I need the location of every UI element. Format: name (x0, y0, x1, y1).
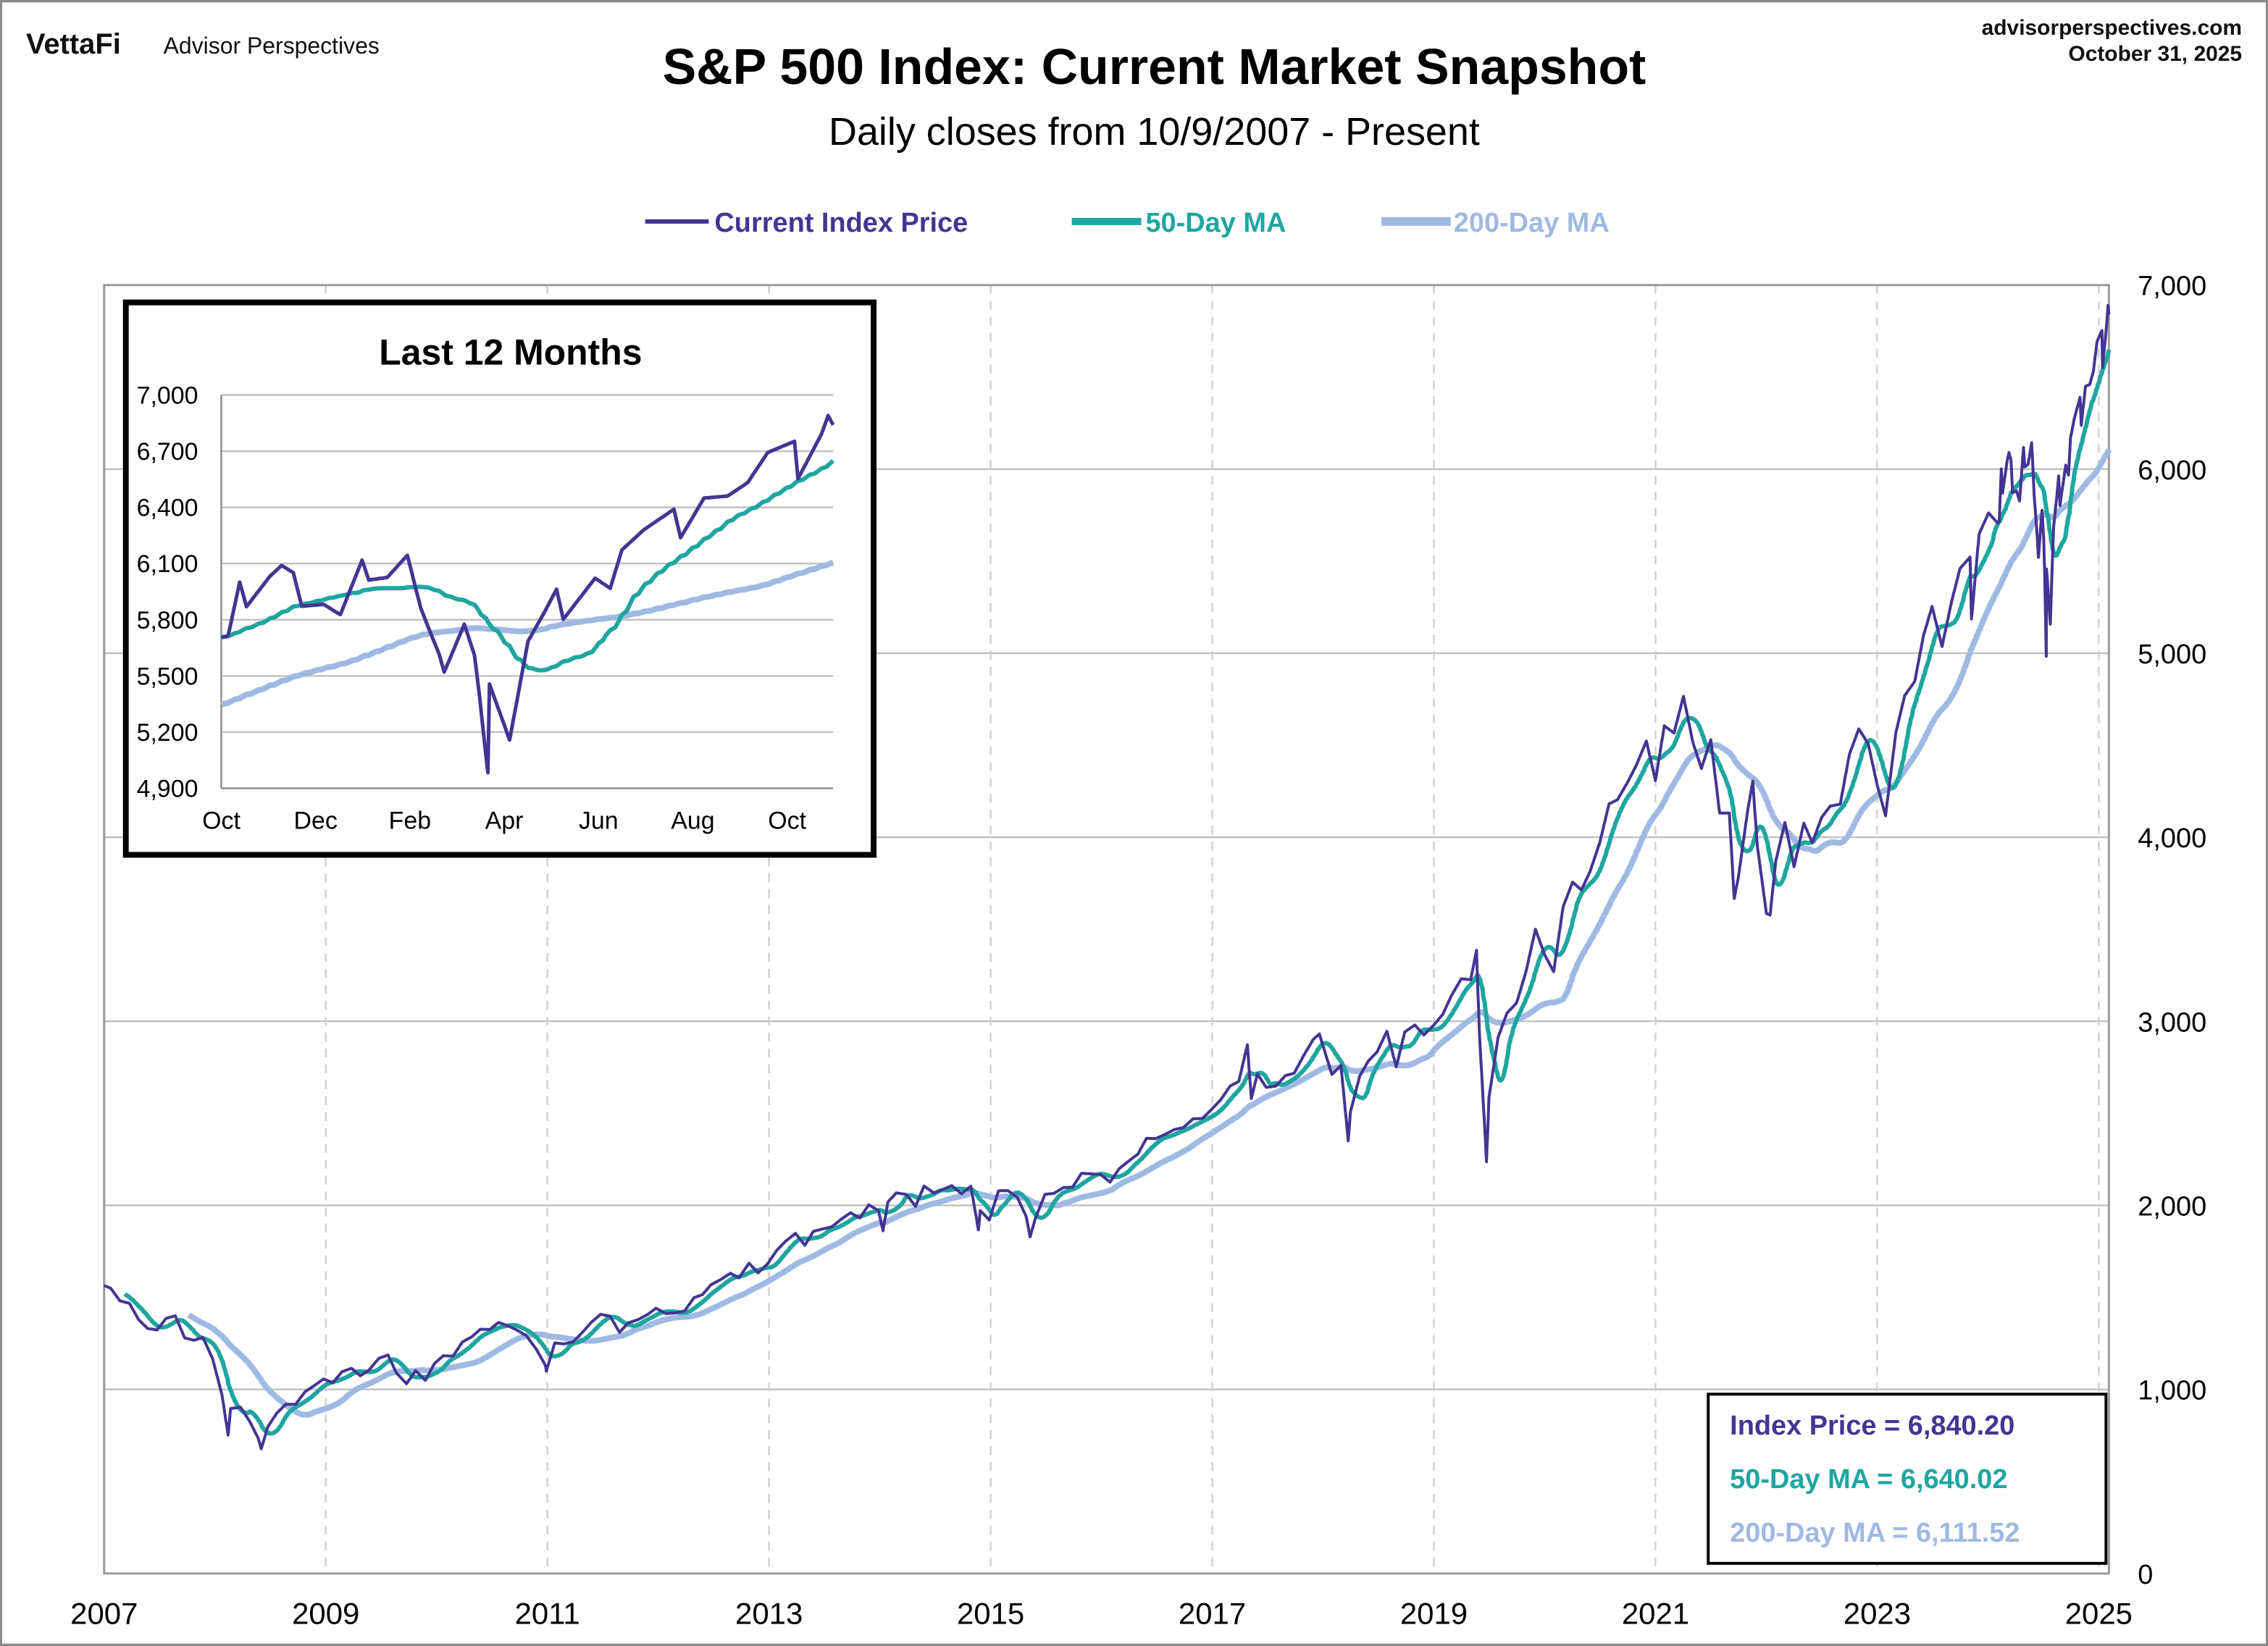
report-date: October 31, 2025 (2068, 42, 2242, 66)
main-x-tick-label: 2015 (957, 1597, 1024, 1631)
main-x-tick-label: 2013 (735, 1597, 803, 1631)
inset-y-tick-label: 4,900 (137, 776, 198, 803)
inset-y-tick-label: 5,500 (137, 663, 198, 690)
inset-y-tick-label: 5,200 (137, 719, 198, 747)
inset-x-tick-label: Oct (768, 807, 806, 834)
inset-x-tick-label: Dec (294, 807, 338, 834)
main-y-tick-label: 2,000 (2138, 1191, 2206, 1222)
main-y-tick-label: 4,000 (2138, 823, 2206, 854)
main-plot-border (103, 284, 2110, 1575)
inset-y-tick-label: 6,100 (137, 550, 198, 578)
main-line-ma50 (123, 349, 2112, 1436)
inset-x-tick-label: Oct (202, 807, 240, 834)
main-x-tick-label: 2009 (292, 1597, 359, 1631)
summary-box: Index Price = 6,840.20 50-Day MA = 6,640… (1707, 1393, 2108, 1565)
main-line-ma200 (186, 448, 2112, 1418)
legend-label-ma50: 50-Day MA (1145, 208, 1286, 238)
inset-x-tick-label: Jun (579, 807, 619, 834)
main-x-tick-label: 2025 (2065, 1597, 2133, 1631)
summary-ma200: 200-Day MA = 6,111.52 (1730, 1518, 2020, 1548)
main-y-tick-label: 1,000 (2138, 1376, 2206, 1406)
chart-title: S&P 500 Index: Current Market Snapshot (663, 38, 1646, 95)
inset-series (219, 413, 835, 775)
inset-line-ma50 (220, 458, 835, 673)
main-x-tick-label: 2017 (1179, 1597, 1246, 1631)
inset-axis-labels: 4,900 5,200 5,500 5,800 6,100 6,400 6,700 7,000… (137, 382, 807, 834)
main-x-tick-label: 2021 (1622, 1597, 1689, 1631)
summary-ma50: 50-Day MA = 6,640.02 (1730, 1464, 2007, 1495)
inset-x-tick-label: Aug (671, 807, 714, 834)
main-x-tick-label: 2019 (1400, 1597, 1468, 1631)
chart-subtitle: Daily closes from 10/9/2007 - Present (829, 110, 1480, 154)
inset-frame (122, 299, 877, 858)
vettafi-logo: VettaFi (26, 28, 121, 60)
main-y-tick-label: 7,000 (2138, 272, 2206, 302)
legend: Current Index Price 50-Day MA 200-Day MA (645, 208, 1610, 238)
inset-chart: Last 12 Months 4,900 5,200 5,500 5,800 6,100… (122, 299, 877, 858)
inset-line-ma200 (219, 559, 834, 707)
main-x-tick-label: 2007 (70, 1597, 138, 1631)
main-y-tick-label: 3,000 (2138, 1007, 2206, 1038)
brand-name: Advisor Perspectives (164, 33, 380, 59)
main-x-tick-label: 2023 (1844, 1597, 1911, 1631)
legend-label-ma200: 200-Day MA (1454, 208, 1610, 238)
inset-line-price (221, 413, 835, 775)
main-y-tick-label: 5,000 (2138, 639, 2206, 670)
site-url: advisorperspectives.com (1982, 16, 2242, 40)
inset-y-tick-label: 5,800 (137, 607, 198, 634)
main-x-tick-label: 2011 (515, 1597, 580, 1631)
main-axis-labels: 0 1,000 2,000 3,000 4,000 5,000 6,000 7,000 2007… (70, 272, 2206, 1631)
inset-y-tick-label: 6,700 (137, 438, 198, 466)
main-line-price (103, 303, 2111, 1450)
main-y-tick-label: 6,000 (2138, 455, 2206, 486)
legend-label-price: Current Index Price (714, 208, 968, 238)
inset-x-tick-label: Apr (485, 807, 524, 834)
inset-y-tick-label: 7,000 (137, 382, 198, 409)
inset-x-tick-label: Feb (389, 807, 431, 834)
summary-frame (1707, 1393, 2108, 1565)
summary-price: Index Price = 6,840.20 (1730, 1411, 2014, 1441)
main-series (103, 303, 2112, 1450)
main-y-tick-label: 0 (2138, 1560, 2153, 1590)
inset-title: Last 12 Months (379, 332, 642, 373)
inset-y-tick-label: 6,400 (137, 495, 198, 522)
inset-grid (220, 394, 834, 789)
